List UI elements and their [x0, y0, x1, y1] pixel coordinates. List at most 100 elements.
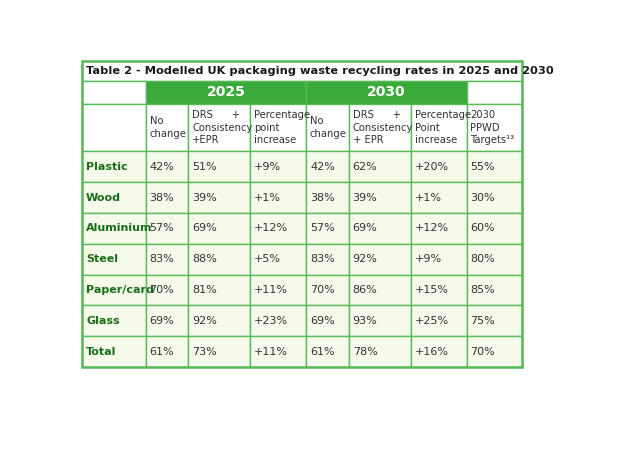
Text: +16%: +16%: [415, 347, 449, 356]
Bar: [82, 61, 522, 367]
Text: 83%: 83%: [310, 254, 335, 264]
Text: 57%: 57%: [149, 223, 174, 233]
Bar: [82, 182, 146, 213]
Bar: [306, 182, 348, 213]
Text: Plastic: Plastic: [86, 162, 128, 172]
Bar: [146, 81, 306, 103]
Text: +12%: +12%: [254, 223, 288, 233]
Text: Table 2 - Modelled UK packaging waste recycling rates in 2025 and 2030: Table 2 - Modelled UK packaging waste re…: [86, 66, 554, 75]
Text: 70%: 70%: [310, 285, 335, 295]
Text: 55%: 55%: [471, 162, 495, 172]
Bar: [82, 336, 146, 367]
Bar: [146, 336, 188, 367]
Bar: [188, 182, 250, 213]
Bar: [250, 274, 306, 305]
Bar: [306, 213, 348, 244]
Text: 51%: 51%: [192, 162, 217, 172]
Bar: [82, 61, 522, 81]
Bar: [410, 244, 467, 274]
Bar: [146, 213, 188, 244]
Text: No
change: No change: [310, 116, 347, 139]
Bar: [188, 274, 250, 305]
Text: Total: Total: [86, 347, 117, 356]
Bar: [410, 182, 467, 213]
Bar: [348, 151, 410, 182]
Bar: [467, 274, 522, 305]
Text: +1%: +1%: [254, 192, 281, 203]
Text: +25%: +25%: [415, 316, 449, 326]
Text: 69%: 69%: [353, 223, 378, 233]
Bar: [348, 274, 410, 305]
Text: Aluminium: Aluminium: [86, 223, 153, 233]
Bar: [348, 213, 410, 244]
Bar: [306, 244, 348, 274]
Text: Steel: Steel: [86, 254, 118, 264]
Bar: [250, 305, 306, 336]
Text: DRS      +
Consistency
+ EPR: DRS + Consistency + EPR: [353, 110, 413, 145]
Bar: [250, 103, 306, 151]
Text: 85%: 85%: [471, 285, 495, 295]
Bar: [467, 182, 522, 213]
Bar: [467, 305, 522, 336]
Text: DRS      +
Consistency
+EPR: DRS + Consistency +EPR: [192, 110, 252, 145]
Text: 42%: 42%: [149, 162, 174, 172]
Text: 69%: 69%: [192, 223, 217, 233]
Text: +15%: +15%: [415, 285, 449, 295]
Bar: [410, 336, 467, 367]
Bar: [146, 182, 188, 213]
Bar: [188, 305, 250, 336]
Text: 39%: 39%: [192, 192, 217, 203]
Text: 62%: 62%: [353, 162, 378, 172]
Bar: [146, 151, 188, 182]
Text: 78%: 78%: [353, 347, 378, 356]
Bar: [250, 182, 306, 213]
Text: 88%: 88%: [192, 254, 217, 264]
Text: +9%: +9%: [415, 254, 441, 264]
Text: +20%: +20%: [415, 162, 449, 172]
Text: 42%: 42%: [310, 162, 335, 172]
Bar: [306, 305, 348, 336]
Text: +23%: +23%: [254, 316, 288, 326]
Bar: [410, 274, 467, 305]
Text: Wood: Wood: [86, 192, 121, 203]
Text: 38%: 38%: [149, 192, 174, 203]
Text: 38%: 38%: [310, 192, 335, 203]
Text: +5%: +5%: [254, 254, 281, 264]
Bar: [410, 213, 467, 244]
Bar: [188, 103, 250, 151]
Bar: [146, 274, 188, 305]
Text: 69%: 69%: [149, 316, 174, 326]
Bar: [348, 103, 410, 151]
Bar: [410, 151, 467, 182]
Text: Paper/card: Paper/card: [86, 285, 154, 295]
Bar: [348, 305, 410, 336]
Bar: [250, 151, 306, 182]
Bar: [306, 151, 348, 182]
Bar: [82, 103, 146, 151]
Text: +9%: +9%: [254, 162, 281, 172]
Text: 81%: 81%: [192, 285, 217, 295]
Text: 83%: 83%: [149, 254, 174, 264]
Bar: [82, 244, 146, 274]
Text: 61%: 61%: [149, 347, 174, 356]
Text: 2030: 2030: [367, 85, 405, 99]
Text: Glass: Glass: [86, 316, 120, 326]
Bar: [467, 213, 522, 244]
Bar: [188, 244, 250, 274]
Bar: [467, 81, 522, 103]
Text: 2030
PPWD
Targets¹³: 2030 PPWD Targets¹³: [471, 110, 515, 145]
Text: 92%: 92%: [353, 254, 378, 264]
Bar: [467, 151, 522, 182]
Text: Percentage
Point
increase: Percentage Point increase: [415, 110, 471, 145]
Text: 92%: 92%: [192, 316, 217, 326]
Text: 70%: 70%: [149, 285, 174, 295]
Bar: [146, 305, 188, 336]
Text: 86%: 86%: [353, 285, 378, 295]
Bar: [82, 305, 146, 336]
Text: 80%: 80%: [471, 254, 495, 264]
Bar: [188, 336, 250, 367]
Text: 57%: 57%: [310, 223, 335, 233]
Text: Percentage
point
increase: Percentage point increase: [254, 110, 311, 145]
Text: 60%: 60%: [471, 223, 495, 233]
Bar: [410, 305, 467, 336]
